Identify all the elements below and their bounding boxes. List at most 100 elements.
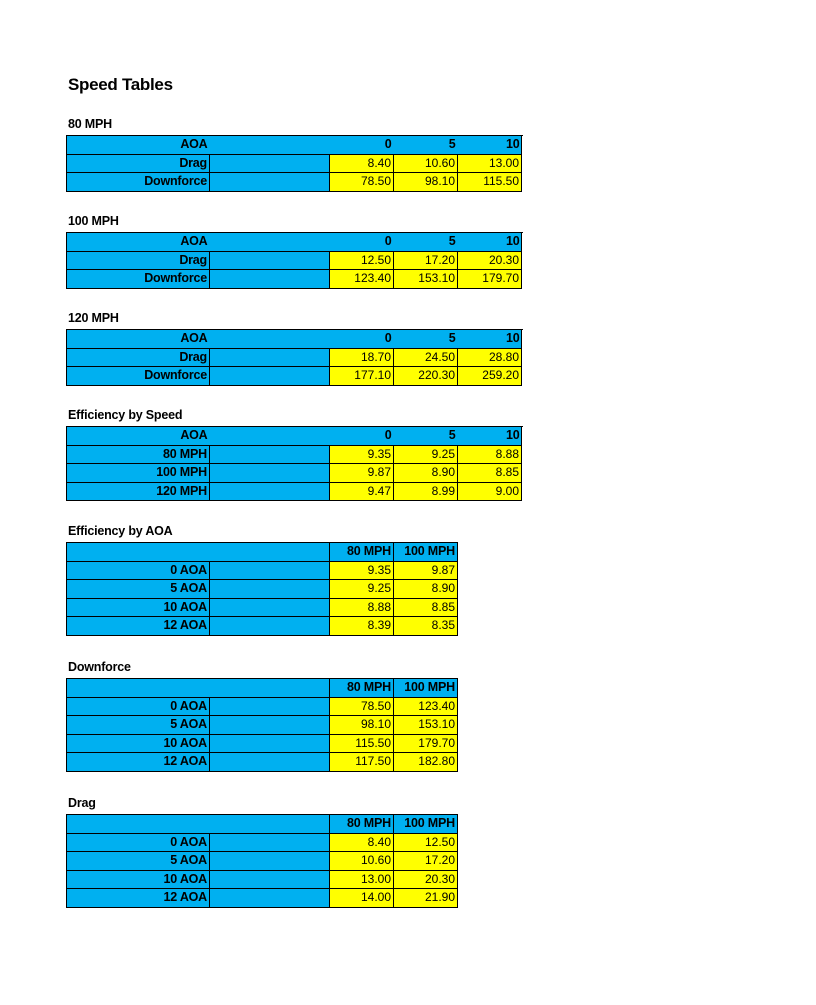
value-cell: 10.60 xyxy=(393,153,458,173)
column-header: 10 xyxy=(457,135,522,155)
blank-header-cell xyxy=(209,232,273,252)
value-cell: 115.50 xyxy=(329,733,394,753)
value-cell: 179.70 xyxy=(457,269,522,289)
column-header: 0 xyxy=(329,329,394,349)
value-cell: 98.10 xyxy=(329,715,394,735)
blank-header-cell xyxy=(209,329,273,349)
value-cell: 9.00 xyxy=(457,481,522,501)
blank-cell xyxy=(209,172,330,192)
table-label: Efficiency by AOA xyxy=(68,524,173,538)
value-cell: 179.70 xyxy=(393,733,458,753)
table-section-80-mph: 80 MPHAOA051012Drag8.4010.6013.0014.00Do… xyxy=(66,117,522,192)
row-label: 5 AOA xyxy=(66,851,210,871)
blank-cell xyxy=(209,444,330,464)
corner-header: AOA xyxy=(66,329,210,349)
value-cell: 153.10 xyxy=(393,715,458,735)
row-label: 5 AOA xyxy=(66,579,210,599)
column-header: 100 MPH xyxy=(393,814,458,834)
table-label: Downforce xyxy=(68,660,131,674)
header-row: AOA051012 xyxy=(66,232,522,252)
corner-header xyxy=(66,542,210,562)
blank-header-cell xyxy=(209,678,273,698)
data-table: AOA051012Drag12.5017.2020.3021.90Downfor… xyxy=(66,232,522,289)
blank-cell xyxy=(209,481,330,501)
corner-header xyxy=(66,678,210,698)
value-cell: 12.50 xyxy=(393,832,458,852)
column-header: 100 MPH xyxy=(393,678,458,698)
corner-header: AOA xyxy=(66,135,210,155)
blank-cell xyxy=(209,560,330,580)
value-cell: 17.20 xyxy=(393,250,458,270)
row-label: 0 AOA xyxy=(66,696,210,716)
blank-header-cell xyxy=(272,678,330,698)
row-label: 100 MPH xyxy=(66,463,210,483)
row-label: Drag xyxy=(66,250,210,270)
value-cell: 78.50 xyxy=(329,172,394,192)
blank-cell xyxy=(209,579,330,599)
row-label: 12 AOA xyxy=(66,752,210,772)
blank-header-cell xyxy=(272,232,330,252)
value-cell: 220.30 xyxy=(393,366,458,386)
value-cell: 9.47 xyxy=(329,481,394,501)
blank-header-cell xyxy=(272,329,330,349)
blank-header-cell xyxy=(272,135,330,155)
value-cell: 8.40 xyxy=(329,832,394,852)
value-cell: 12.50 xyxy=(329,250,394,270)
value-cell: 20.30 xyxy=(393,869,458,889)
value-cell: 9.35 xyxy=(329,560,394,580)
value-cell: 8.39 xyxy=(329,616,394,636)
table-label: 100 MPH xyxy=(68,214,119,228)
table-section-120-mph: 120 MPHAOA051012Drag18.7024.5028.8031.70… xyxy=(66,311,522,386)
value-cell: 18.70 xyxy=(329,347,394,367)
row-label: 0 AOA xyxy=(66,560,210,580)
value-cell: 123.40 xyxy=(393,696,458,716)
value-cell: 8.85 xyxy=(393,597,458,617)
blank-cell xyxy=(209,715,330,735)
value-cell: 115.50 xyxy=(457,172,522,192)
row-label: 10 AOA xyxy=(66,869,210,889)
blank-cell xyxy=(209,888,330,908)
value-cell: 14.00 xyxy=(329,888,394,908)
blank-header-cell xyxy=(272,426,330,446)
value-cell: 78.50 xyxy=(329,696,394,716)
blank-header-cell xyxy=(209,135,273,155)
row-label: 12 AOA xyxy=(66,888,210,908)
blank-cell xyxy=(209,832,330,852)
value-cell: 8.90 xyxy=(393,463,458,483)
blank-cell xyxy=(209,597,330,617)
value-cell: 153.10 xyxy=(393,269,458,289)
blank-cell xyxy=(209,752,330,772)
value-cell: 8.40 xyxy=(329,153,394,173)
table-section-100-mph: 100 MPHAOA051012Drag12.5017.2020.3021.90… xyxy=(66,214,522,289)
table-section-efficiency-by-speed: Efficiency by Speed AOA05101280 MPH9.359.… xyxy=(66,408,522,501)
row-label: 10 AOA xyxy=(66,597,210,617)
page-title: Speed Tables xyxy=(68,75,173,94)
corner-header: AOA xyxy=(66,232,210,252)
row-label: Drag xyxy=(66,347,210,367)
row-label: 5 AOA xyxy=(66,715,210,735)
table-label: Efficiency by Speed xyxy=(68,408,183,422)
value-cell: 8.88 xyxy=(329,597,394,617)
blank-cell xyxy=(209,366,330,386)
row-label: 80 MPH xyxy=(66,444,210,464)
